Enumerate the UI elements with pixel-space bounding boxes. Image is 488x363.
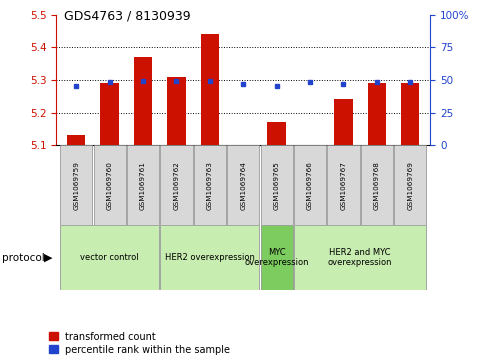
Text: GSM1069759: GSM1069759 xyxy=(73,161,79,209)
Bar xyxy=(360,145,392,225)
Text: HER2 and MYC
overexpression: HER2 and MYC overexpression xyxy=(327,248,392,268)
Text: GSM1069763: GSM1069763 xyxy=(206,161,212,209)
Legend: transformed count, percentile rank within the sample: transformed count, percentile rank withi… xyxy=(49,331,230,355)
Bar xyxy=(400,83,419,145)
Bar xyxy=(60,225,159,290)
Text: GSM1069768: GSM1069768 xyxy=(373,161,379,209)
Bar xyxy=(127,145,159,225)
Bar xyxy=(327,145,359,225)
Text: GSM1069762: GSM1069762 xyxy=(173,161,179,209)
Bar xyxy=(334,99,352,145)
Text: GSM1069767: GSM1069767 xyxy=(340,161,346,209)
Bar xyxy=(94,145,125,225)
Text: GSM1069760: GSM1069760 xyxy=(106,161,112,209)
Bar xyxy=(160,145,192,225)
Text: HER2 overexpression: HER2 overexpression xyxy=(164,253,254,262)
Text: GDS4763 / 8130939: GDS4763 / 8130939 xyxy=(63,9,190,22)
Bar xyxy=(67,135,85,145)
Bar xyxy=(200,34,219,145)
Bar xyxy=(293,145,325,225)
Text: GSM1069766: GSM1069766 xyxy=(306,161,312,209)
Text: GSM1069769: GSM1069769 xyxy=(407,161,412,209)
Text: GSM1069761: GSM1069761 xyxy=(140,161,146,209)
Bar xyxy=(167,77,185,145)
Bar xyxy=(260,225,292,290)
Bar xyxy=(393,145,426,225)
Bar xyxy=(101,83,119,145)
Text: vector control: vector control xyxy=(80,253,139,262)
Bar xyxy=(160,225,259,290)
Bar xyxy=(134,57,152,145)
Text: protocol: protocol xyxy=(2,253,45,263)
Bar xyxy=(60,145,92,225)
Text: GSM1069765: GSM1069765 xyxy=(273,161,279,209)
Bar xyxy=(193,145,225,225)
Bar xyxy=(260,145,292,225)
Text: ▶: ▶ xyxy=(43,253,52,263)
Bar xyxy=(293,225,426,290)
Bar xyxy=(267,122,285,145)
Bar xyxy=(367,83,385,145)
Text: MYC
overexpression: MYC overexpression xyxy=(244,248,308,268)
Bar xyxy=(227,145,259,225)
Text: GSM1069764: GSM1069764 xyxy=(240,161,246,209)
